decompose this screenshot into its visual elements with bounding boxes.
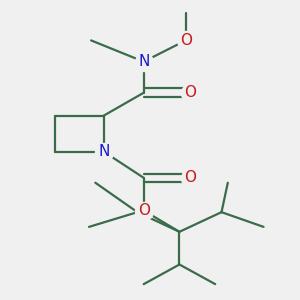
Text: O: O (138, 203, 150, 218)
Text: O: O (180, 33, 192, 48)
Text: N: N (138, 54, 149, 69)
Text: O: O (184, 170, 196, 185)
Text: O: O (184, 85, 196, 100)
Text: N: N (98, 144, 110, 159)
